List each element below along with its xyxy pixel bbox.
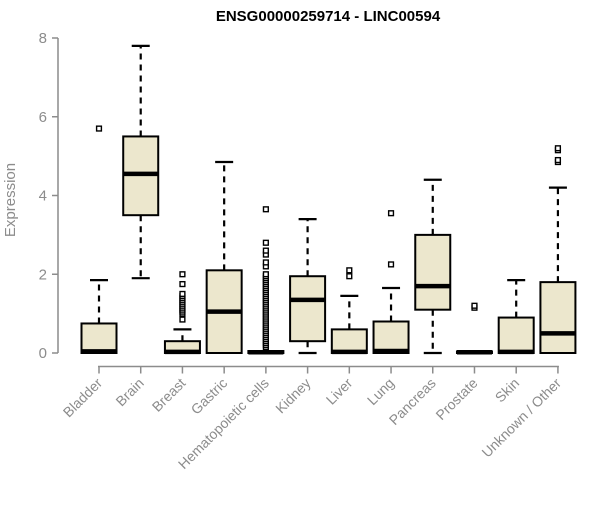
y-tick-label-6: 6 [39,109,47,126]
outlier-liver-0 [346,273,353,280]
x-category-label-prostate: Prostate [432,375,480,423]
y-tick-label-2: 2 [39,266,47,283]
box-kidney [289,275,327,343]
box-liver [330,328,368,354]
outlier-hematopoietic-cells-37 [262,271,269,278]
box-bladder [80,322,118,354]
y-tick-label-4: 4 [39,188,47,205]
outlier-hematopoietic-cells-43 [262,206,269,213]
outlier-unknown-other-1 [554,156,562,164]
outlier-prostate-1 [471,302,478,309]
x-category-label-bladder: Bladder [60,375,106,421]
x-category-label-liver: Liver [323,375,356,408]
box-skin [497,316,535,354]
outlier-hematopoietic-cells-41 [262,247,269,254]
x-category-label-kidney: Kidney [272,375,314,417]
y-tick-label-0: 0 [39,345,47,362]
y-axis-title: Expression [2,163,19,237]
outlier-hematopoietic-cells-39 [262,259,269,266]
outlier-unknown-other-3 [554,145,562,152]
outlier-breast-0 [179,316,186,323]
outlier-breast-13 [179,271,186,278]
outlier-bladder-0 [95,125,103,132]
outlier-liver-1 [346,267,353,274]
box-unknown-other [539,281,577,354]
outlier-hematopoietic-cells-42 [262,239,269,246]
outlier-lung-1 [387,210,395,217]
x-category-label-breast: Breast [149,375,189,415]
y-tick-label-8: 8 [39,30,47,47]
x-category-label-skin: Skin [492,375,523,406]
x-category-label-lung: Lung [364,375,397,408]
outlier-lung-0 [387,261,395,268]
outlier-breast-11 [179,290,186,298]
chart-title: ENSG00000259714 - LINC00594 [216,8,441,25]
x-category-label-unknown-other: Unknown / Other [478,375,564,461]
x-category-label-brain: Brain [112,375,146,409]
box-lung [372,320,410,354]
box-pancreas [414,233,452,311]
outlier-breast-12 [179,280,186,288]
